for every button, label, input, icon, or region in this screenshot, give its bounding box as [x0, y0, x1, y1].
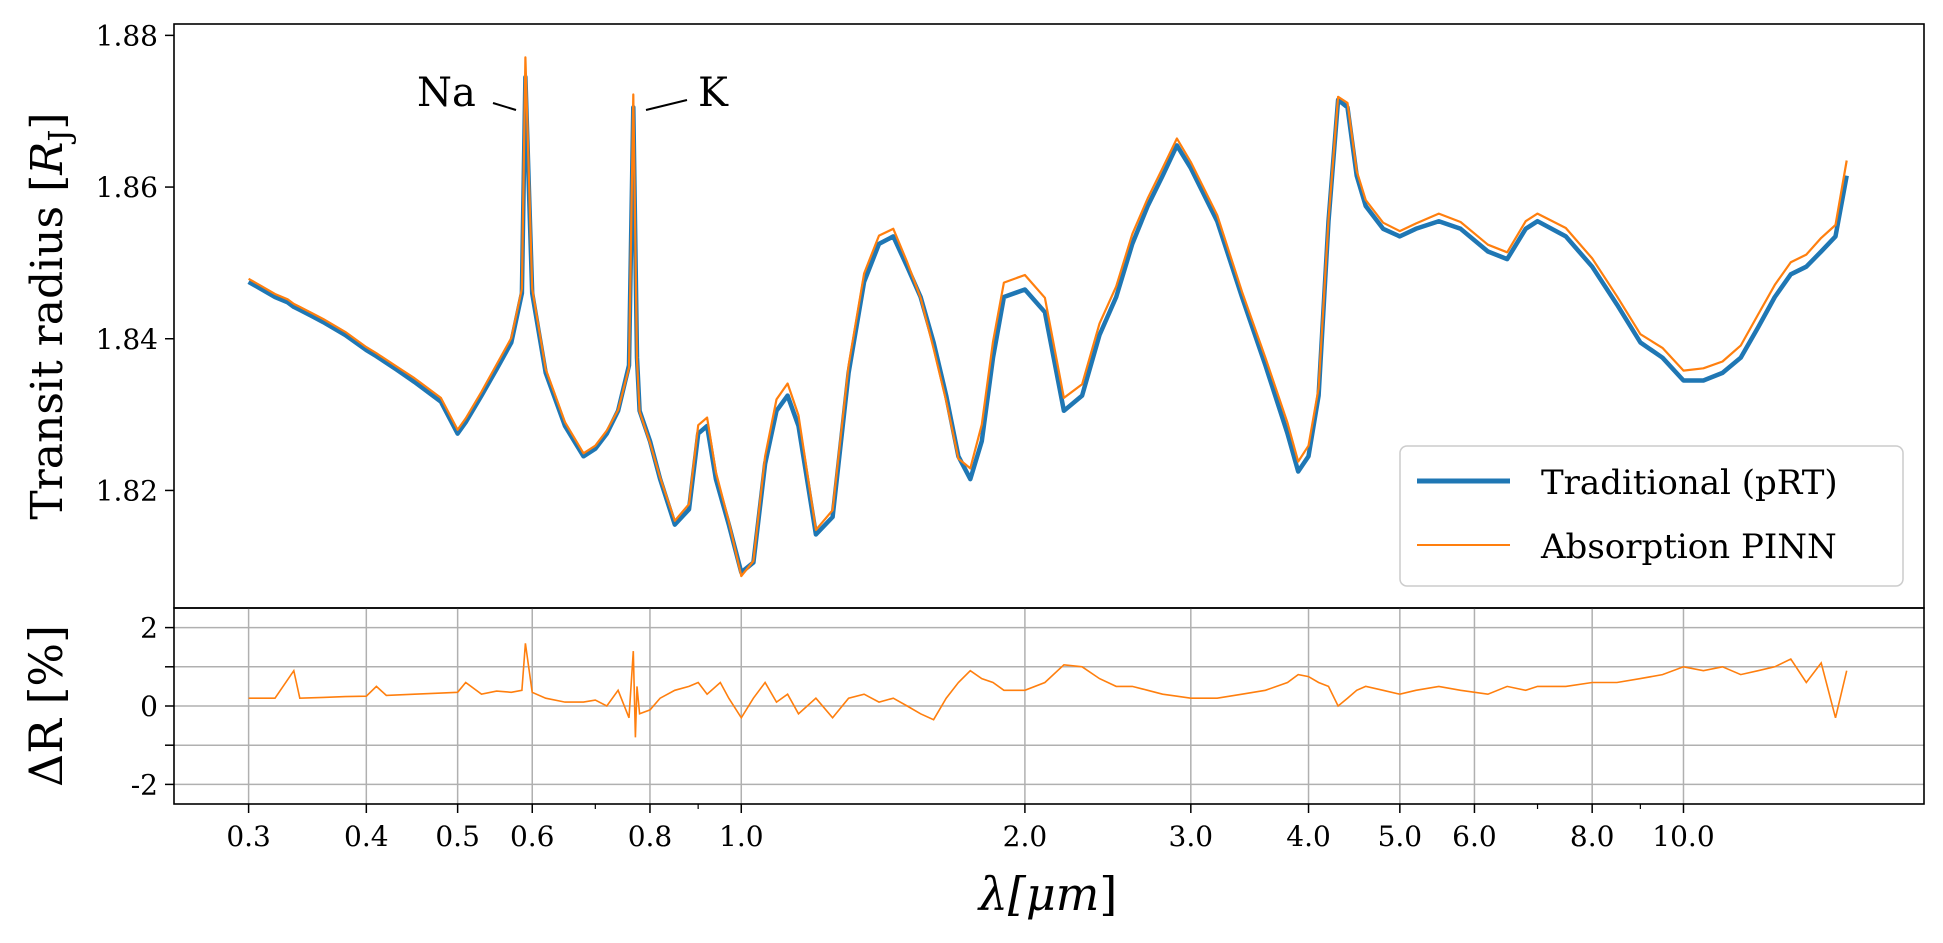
legend-box [1399, 445, 1904, 587]
bottom-panel: -2 0 2 0.3 0.4 0.5 0.6 0.8 1.0 2.0 3.0 4.0 5.0 6.0 8.… [19, 607, 1925, 921]
annotation-k-leader [645, 99, 688, 111]
legend: Traditional (pRT) Absorption PINN [1399, 445, 1904, 587]
x-tick-label: 3.0 [1169, 820, 1214, 853]
series-line-traditional [247, 74, 1849, 575]
x-tick-label: 1.0 [719, 820, 764, 853]
bottom-grid [174, 608, 1924, 804]
x-axis-label-lambda: λ[ [977, 867, 1027, 921]
bottom-x-ticks: 0.3 0.4 0.5 0.6 0.8 1.0 2.0 3.0 4.0 5.0 6.0 8.0 10.0 [226, 804, 1715, 853]
x-tick-label: 0.4 [344, 820, 389, 853]
x-tick-label: 4.0 [1286, 820, 1331, 853]
top-y-ticks: 1.82 1.84 1.86 1.88 [96, 19, 174, 507]
top-y-tick-label: 1.82 [96, 474, 158, 507]
x-tick-label: 0.5 [435, 820, 480, 853]
x-tick-label: 6.0 [1452, 820, 1497, 853]
top-y-label-close: ] [22, 112, 73, 129]
annotation-k: K [698, 70, 729, 116]
bottom-y-tick-label: 0 [140, 690, 158, 723]
x-tick-label: 5.0 [1378, 820, 1423, 853]
bottom-y-ticks: -2 0 2 [131, 612, 174, 801]
top-panel: 1.82 1.84 1.86 1.88 Transit radius [RJ] Na … [22, 19, 1925, 609]
top-y-label-var: R [22, 142, 73, 176]
annotation-na: Na [417, 70, 476, 116]
legend-label-traditional: Traditional (pRT) [1541, 463, 1838, 503]
x-axis-label-close: ] [1099, 867, 1117, 921]
series-line-pinn [248, 56, 1848, 578]
top-y-label-sub: J [43, 130, 78, 145]
top-series-group [247, 56, 1849, 578]
x-axis-label: λ[μm] [977, 867, 1118, 921]
x-tick-label: 0.3 [226, 820, 271, 853]
x-tick-label: 8.0 [1570, 820, 1615, 853]
top-y-label-main: Transit radius [ [22, 175, 73, 520]
top-y-tick-label: 1.86 [96, 171, 158, 204]
annotations: Na K [417, 70, 729, 116]
residual-line [248, 643, 1848, 738]
top-y-tick-label: 1.84 [96, 323, 158, 356]
bottom-y-tick-label: -2 [131, 768, 158, 801]
x-axis-label-var: μm [1026, 867, 1100, 921]
x-tick-label: 0.8 [628, 820, 673, 853]
top-y-label: Transit radius [RJ] [22, 112, 78, 519]
legend-label-pinn: Absorption PINN [1540, 527, 1837, 567]
bottom-y-label: ΔR [%] [19, 625, 73, 787]
bottom-series-group [248, 643, 1848, 738]
x-tick-label: 10.0 [1652, 820, 1714, 853]
x-tick-label: 2.0 [1003, 820, 1048, 853]
annotation-na-leader [492, 102, 517, 111]
bottom-y-tick-label: 2 [140, 612, 158, 645]
x-tick-label: 0.6 [510, 820, 555, 853]
top-y-tick-label: 1.88 [96, 19, 158, 52]
